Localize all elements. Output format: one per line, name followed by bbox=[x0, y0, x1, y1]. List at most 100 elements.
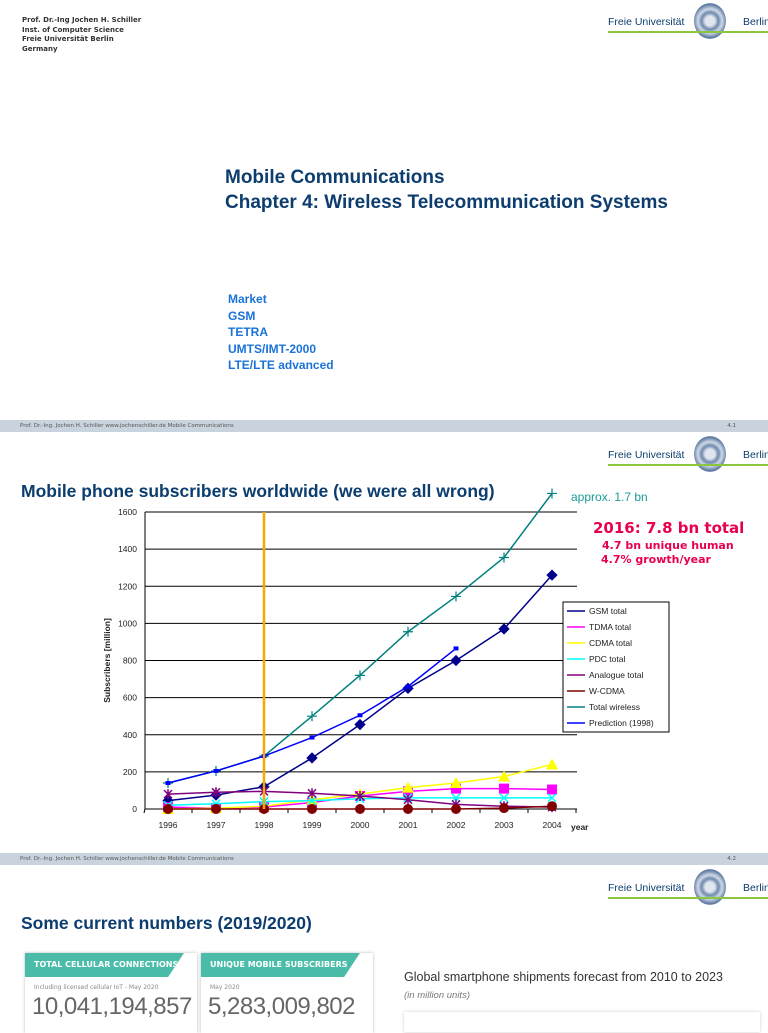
data-point bbox=[403, 626, 413, 637]
data-point bbox=[163, 804, 173, 814]
series-line-total-wireless bbox=[167, 492, 553, 784]
data-point bbox=[499, 552, 509, 563]
fu-berlin-logo: Freie Universität Berlin bbox=[608, 3, 768, 43]
data-point bbox=[499, 793, 509, 803]
university-seal bbox=[694, 3, 726, 39]
data-point bbox=[498, 770, 510, 782]
data-point bbox=[213, 768, 219, 773]
logo-text-right: Berlin bbox=[743, 882, 768, 894]
footer-text: Prof. Dr.-Ing. Jochen H. Schiller www.jo… bbox=[20, 423, 234, 429]
data-point bbox=[309, 735, 315, 740]
data-point bbox=[547, 784, 557, 795]
y-tick-label: 1600 bbox=[118, 507, 137, 517]
title-line-1: Mobile Communications bbox=[225, 167, 445, 188]
data-point bbox=[546, 569, 558, 581]
card-subtitle: May 2020 bbox=[210, 984, 240, 991]
data-point bbox=[451, 804, 461, 814]
data-point bbox=[451, 591, 461, 602]
fu-berlin-logo: Freie Universität Berlin bbox=[608, 436, 768, 476]
logo-text-left: Freie Universität bbox=[608, 882, 685, 894]
legend-label: Prediction (1998) bbox=[589, 718, 654, 728]
data-point bbox=[546, 758, 558, 770]
y-tick-label: 600 bbox=[123, 693, 137, 703]
fu-berlin-logo: Freie Universität Berlin bbox=[608, 869, 768, 909]
logo-underline bbox=[608, 31, 768, 33]
author-country: Germany bbox=[22, 44, 58, 53]
data-point bbox=[547, 801, 557, 812]
toc-item[interactable]: UMTS/IMT-2000 bbox=[228, 341, 317, 356]
x-tick bbox=[143, 808, 146, 814]
data-point bbox=[451, 783, 461, 794]
data-point bbox=[307, 711, 317, 722]
data-point bbox=[498, 623, 510, 635]
x-axis-label: year bbox=[571, 822, 589, 832]
author-name: Prof. Dr.-Ing Jochen H. Schiller bbox=[22, 16, 142, 24]
author-institute: Inst. of Computer Science bbox=[22, 25, 124, 34]
data-point bbox=[403, 794, 413, 805]
annotation-unique: 4.7 bn unique human bbox=[602, 539, 734, 552]
toc-item[interactable]: GSM bbox=[228, 308, 256, 323]
forecast-title: Global smartphone shipments forecast fro… bbox=[404, 970, 723, 984]
data-point bbox=[403, 804, 413, 814]
data-point bbox=[450, 654, 462, 667]
data-point bbox=[405, 684, 411, 689]
legend-label: GSM total bbox=[589, 606, 627, 616]
y-tick-label: 0 bbox=[132, 804, 137, 814]
logo-text-right: Berlin bbox=[743, 16, 768, 28]
logo-underline bbox=[608, 464, 768, 466]
data-point bbox=[307, 804, 317, 814]
title-line-2: Chapter 4: Wireless Telecommunication Sy… bbox=[225, 192, 668, 213]
university-seal bbox=[694, 436, 726, 472]
card-header: TOTAL CELLULAR CONNECTIONS bbox=[25, 953, 184, 977]
page-number: 4.2 bbox=[727, 856, 736, 862]
toc-item[interactable]: TETRA bbox=[228, 325, 268, 339]
data-point bbox=[355, 670, 365, 681]
data-point bbox=[211, 804, 221, 814]
data-point bbox=[402, 781, 414, 793]
data-point bbox=[163, 789, 173, 800]
slide-footer: Prof. Dr.-Ing. Jochen H. Schiller www.jo… bbox=[0, 420, 768, 432]
data-point bbox=[355, 791, 365, 802]
legend-label: Analogue total bbox=[589, 670, 643, 680]
data-point bbox=[499, 803, 509, 814]
data-point bbox=[547, 488, 557, 499]
annotation-2016: 2016: 7.8 bn total bbox=[593, 519, 745, 537]
author-block: Prof. Dr.-Ing Jochen H. Schiller Inst. o… bbox=[22, 16, 141, 54]
stat-card-connections: TOTAL CELLULAR CONNECTIONS Including lic… bbox=[25, 953, 197, 1033]
x-tick-label: 2004 bbox=[543, 820, 562, 830]
data-point bbox=[450, 777, 462, 789]
subscribers-chart: 0 200 400 600 800 1000 1200 1400 1600 1996 1997 199… bbox=[102, 488, 670, 832]
data-point bbox=[453, 646, 459, 651]
table-of-contents: Market GSM TETRA UMTS/IMT-2000 LTE/LTE a… bbox=[228, 291, 334, 374]
data-point bbox=[354, 718, 366, 731]
slide-title: Mobile phone subscribers worldwide (we w… bbox=[21, 481, 495, 501]
card-value: 10,041,194,857 bbox=[32, 993, 192, 1020]
y-tick-label: 400 bbox=[123, 730, 137, 740]
forecast-chart-frame bbox=[404, 1012, 760, 1032]
x-tick-label: 2001 bbox=[399, 820, 418, 830]
slide-title: Some current numbers (2019/2020) bbox=[21, 913, 312, 933]
card-value: 5,283,009,802 bbox=[208, 993, 355, 1020]
y-tick-label: 1200 bbox=[118, 581, 137, 591]
card-subtitle: Including licensed cellular IoT - May 20… bbox=[34, 984, 159, 991]
legend-label: PDC total bbox=[589, 654, 625, 664]
data-point bbox=[306, 793, 318, 805]
forecast-subtitle: (in million units) bbox=[404, 990, 470, 1001]
x-tick-label: 2002 bbox=[447, 820, 466, 830]
data-point bbox=[307, 796, 317, 806]
legend-label: CDMA total bbox=[589, 638, 632, 648]
toc-item[interactable]: LTE/LTE advanced bbox=[228, 358, 334, 372]
series-line-gsm-total bbox=[167, 574, 553, 802]
annotation-growth: 4.7% growth/year bbox=[601, 553, 711, 566]
slide-title: Mobile Communications Chapter 4: Wireles… bbox=[225, 165, 668, 215]
y-tick-label: 1400 bbox=[118, 544, 137, 554]
legend-label: Total wireless bbox=[589, 702, 640, 712]
logo-text-left: Freie Universität bbox=[608, 16, 685, 28]
y-axis-label: Subscribers [million] bbox=[102, 618, 112, 703]
data-point bbox=[306, 752, 318, 764]
toc-item[interactable]: Market bbox=[228, 292, 267, 306]
y-tick-label: 1000 bbox=[118, 618, 137, 628]
card-header: UNIQUE MOBILE SUBSCRIBERS bbox=[201, 953, 360, 977]
logo-underline bbox=[608, 897, 768, 899]
legend-box bbox=[562, 601, 670, 733]
